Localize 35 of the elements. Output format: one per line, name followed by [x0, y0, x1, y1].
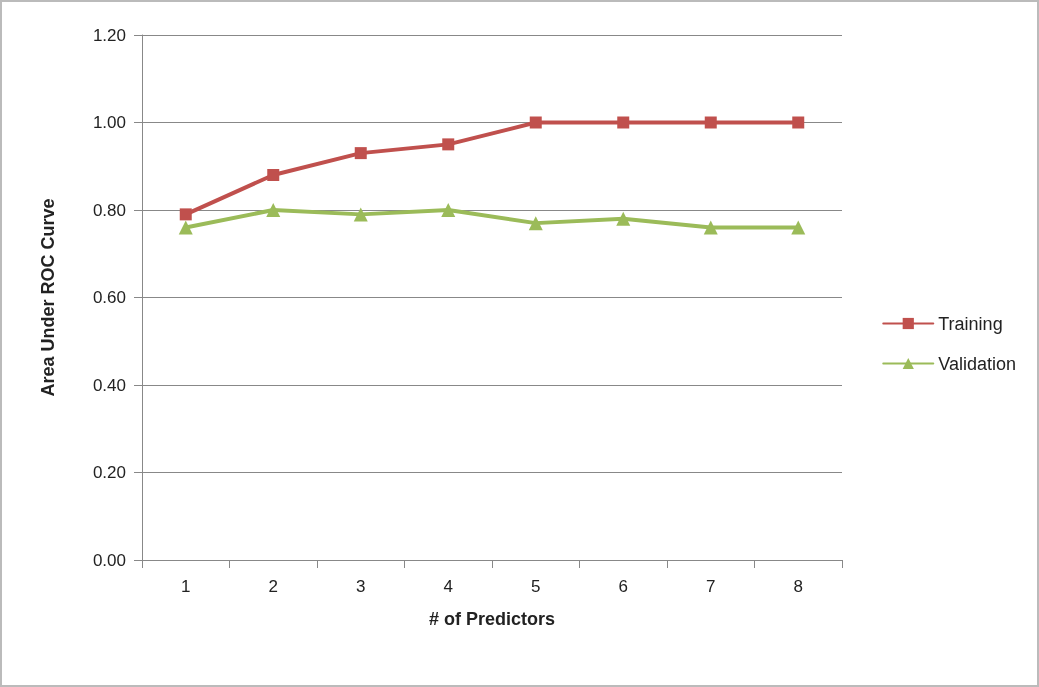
x-tick-label: 2: [268, 577, 278, 596]
y-tick-label: 0.20: [92, 463, 126, 482]
point: [617, 116, 630, 129]
point: [528, 216, 543, 231]
x-tick-label: 6: [618, 577, 628, 596]
point: [703, 220, 718, 235]
point: [178, 220, 193, 235]
point: [266, 203, 281, 217]
point: [791, 220, 806, 235]
x-tick-label: 7: [706, 577, 716, 596]
y-tick-label: 0.60: [92, 288, 126, 307]
point: [441, 203, 456, 217]
x-tick-label: 8: [793, 577, 803, 596]
legend-label: Validation: [938, 353, 1017, 374]
point: [704, 116, 717, 129]
y-axis-title: Area Under ROC Curve: [38, 198, 58, 397]
point: [442, 138, 455, 151]
y-tick-label: 0.00: [92, 550, 126, 570]
y-tick-label: 1.20: [92, 25, 126, 45]
point: [353, 207, 368, 222]
point: [616, 211, 631, 226]
y-tick-label: 0.80: [92, 200, 126, 220]
x-axis-title: # of Predictors: [428, 609, 556, 629]
point: [179, 208, 192, 221]
point: [354, 147, 367, 160]
point: [529, 116, 542, 129]
y-tick-label: 1.00: [92, 113, 126, 132]
x-tick-label: 3: [356, 577, 366, 596]
y-tick-label: 0.40: [92, 375, 126, 395]
x-tick-label: 1: [181, 577, 191, 596]
point: [792, 116, 805, 129]
x-tick-label: 4: [443, 577, 453, 596]
x-tick-label: 5: [531, 577, 541, 596]
legend-label: Training: [938, 313, 1003, 334]
point: [267, 169, 280, 181]
